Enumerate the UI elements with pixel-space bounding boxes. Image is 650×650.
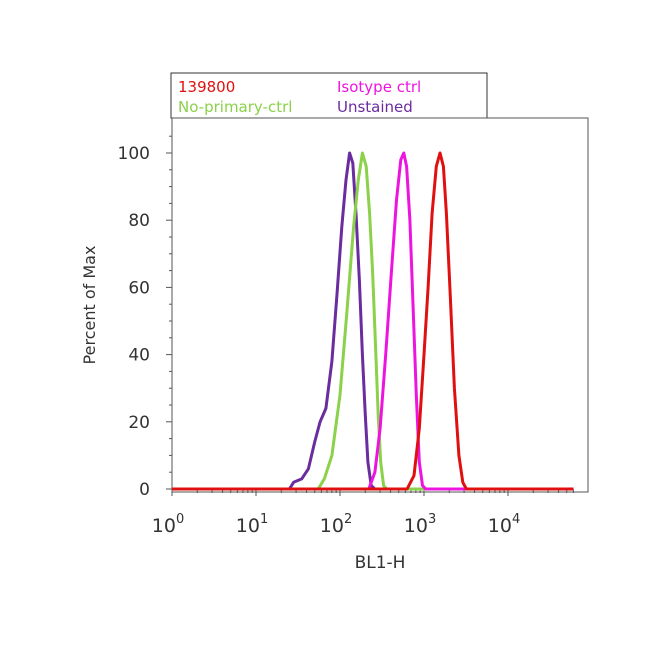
series-line-unstained [172,151,574,491]
y-tick-label: 0 [139,480,150,500]
x-tick-exponent: 3 [428,512,436,527]
y-tick-label: 20 [128,413,150,433]
y-tick-label: 100 [118,144,150,164]
x-tick-label: 100 [152,512,184,537]
x-tick-exponent: 4 [512,512,520,527]
series-layer [172,151,574,491]
x-tick-base: 10 [488,515,512,537]
x-tick-exponent: 2 [344,512,352,527]
x-tick-base: 10 [404,515,428,537]
x-tick-base: 10 [236,515,260,537]
x-tick-label: 104 [488,512,520,537]
x-tick-base: 10 [320,515,344,537]
x-tick-exponent: 1 [260,512,268,527]
legend-box [170,72,488,119]
y-axis-title: Percent of Max [80,246,99,365]
legend-entry-139800: 139800 [178,78,235,96]
x-tick-label: 101 [236,512,268,537]
series-line-139800 [172,151,574,491]
x-tick-label: 102 [320,512,352,537]
legend-entry-unstained: Unstained [337,98,413,116]
x-tick-label: 103 [404,512,436,537]
x-axis-title: BL1-H [355,553,406,573]
series-line-isotype-ctrl [172,151,574,491]
series-line-no-primary-ctrl [172,151,574,491]
x-tick-exponent: 0 [176,512,184,527]
y-axis-ticks: 0 20 40 60 80 100 [118,135,172,500]
x-axis-ticks: 100 101 102 103 104 [152,489,574,537]
y-tick-label: 80 [128,211,150,231]
legend-entry-no-primary-ctrl: No-primary-ctrl [178,98,292,116]
legend: 139800 Isotype ctrl No-primary-ctrl Unst… [170,72,488,119]
y-tick-label: 60 [128,278,150,298]
x-tick-base: 10 [152,515,176,537]
y-tick-label: 40 [128,346,150,366]
legend-entry-isotype-ctrl: Isotype ctrl [337,78,421,96]
